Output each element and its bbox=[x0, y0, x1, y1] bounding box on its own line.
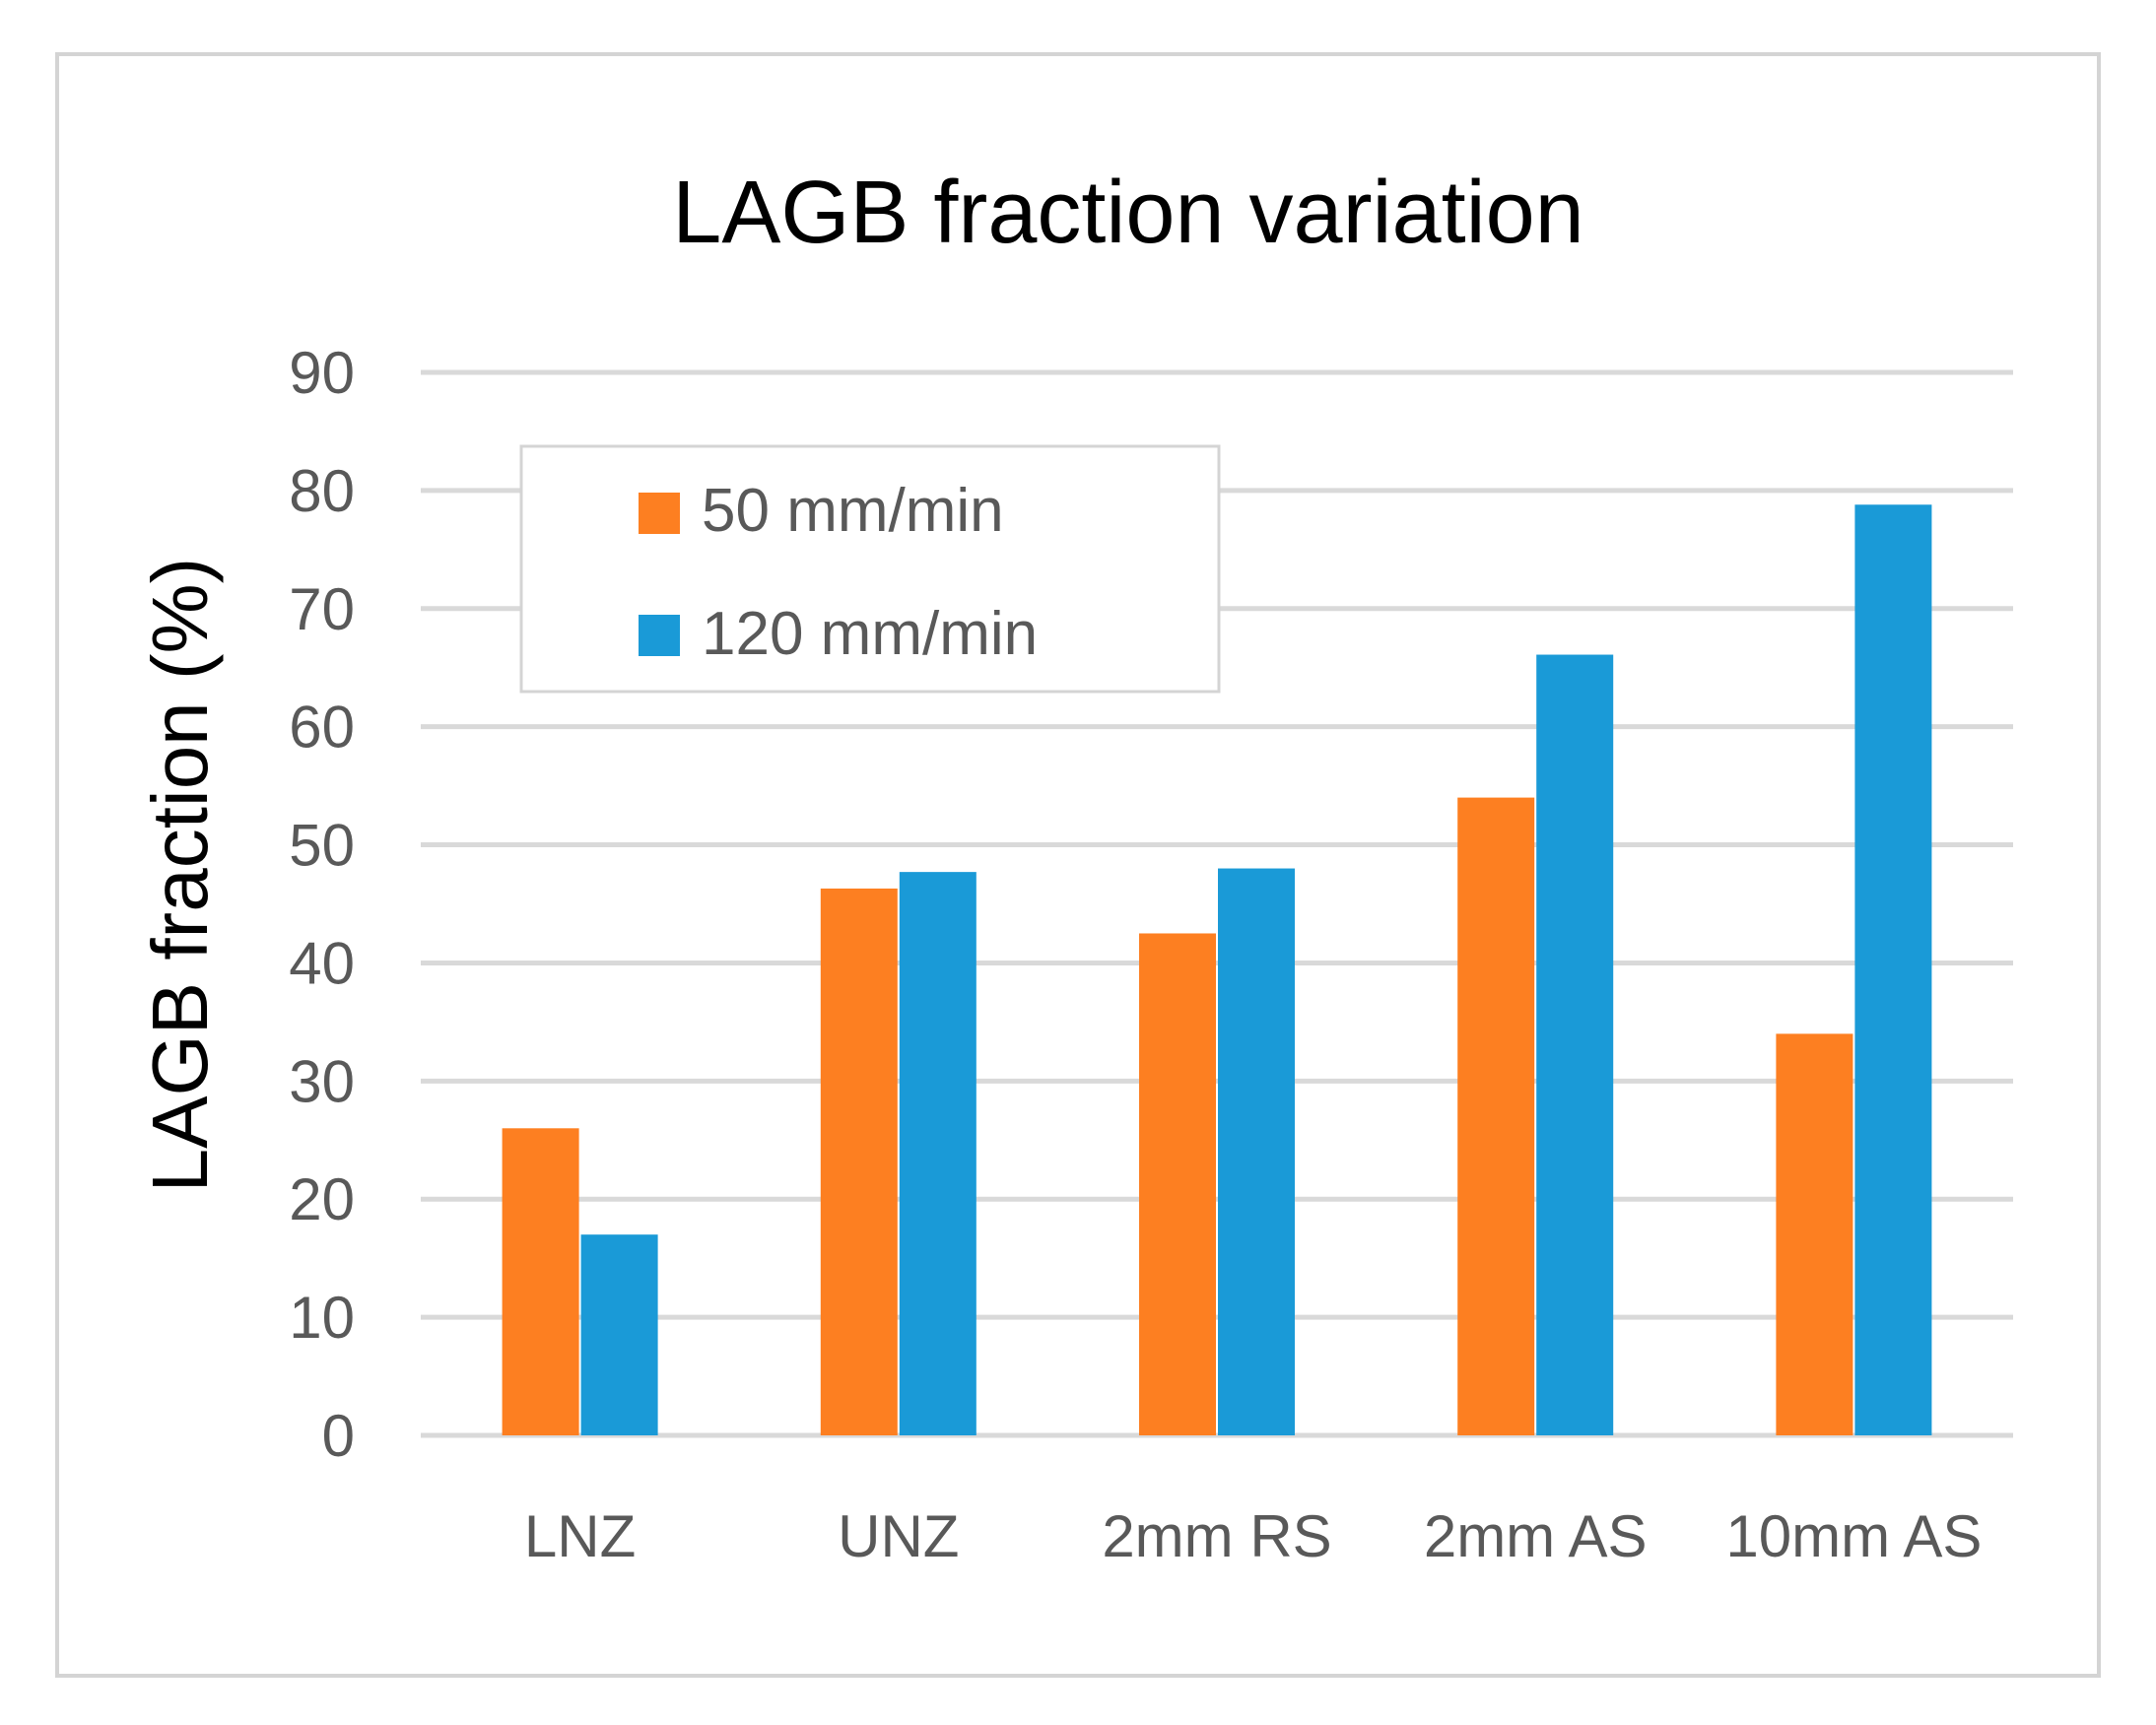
legend-box bbox=[519, 444, 1221, 694]
bar-50mm bbox=[820, 888, 898, 1435]
legend: 50 mm/min 120 mm/min bbox=[519, 444, 1221, 694]
chart-frame bbox=[55, 52, 2101, 1678]
category-label: 10mm AS bbox=[1725, 1503, 1982, 1569]
bar-50mm bbox=[1776, 1033, 1853, 1435]
bar-120mm bbox=[1854, 504, 1932, 1435]
category-label: UNZ bbox=[838, 1503, 959, 1569]
bar-50mm bbox=[1457, 797, 1535, 1435]
y-tick-label: 60 bbox=[289, 695, 355, 761]
y-tick-label: 10 bbox=[289, 1285, 355, 1351]
bars bbox=[502, 504, 1932, 1435]
y-tick-label: 30 bbox=[289, 1048, 355, 1114]
legend-swatch-50mm bbox=[639, 493, 680, 534]
y-tick-label: 0 bbox=[322, 1403, 355, 1469]
y-axis-label: LAGB fraction (%) bbox=[136, 558, 224, 1193]
bar-50mm bbox=[1139, 933, 1216, 1435]
category-label: 2mm RS bbox=[1102, 1503, 1331, 1569]
bar-120mm bbox=[899, 872, 977, 1435]
y-tick-label: 50 bbox=[289, 813, 355, 879]
bar-120mm bbox=[580, 1234, 658, 1435]
category-label: 2mm AS bbox=[1424, 1503, 1648, 1569]
legend-swatch-120mm bbox=[639, 615, 680, 656]
y-tick-label: 40 bbox=[289, 930, 355, 996]
bar-120mm bbox=[1218, 868, 1295, 1435]
legend-label-50mm: 50 mm/min bbox=[702, 477, 1004, 545]
legend-label-120mm: 120 mm/min bbox=[702, 600, 1038, 668]
bar-120mm bbox=[1536, 654, 1614, 1435]
y-tick-label: 20 bbox=[289, 1166, 355, 1232]
y-tick-label: 90 bbox=[289, 340, 355, 406]
y-tick-labels: 0 10 20 30 40 50 60 70 80 90 bbox=[289, 340, 355, 1469]
y-tick-label: 80 bbox=[289, 458, 355, 524]
category-labels: LNZ UNZ 2mm RS 2mm AS 10mm AS bbox=[524, 1503, 1983, 1569]
y-tick-label: 70 bbox=[289, 576, 355, 642]
category-label: LNZ bbox=[524, 1503, 636, 1569]
chart-title: LAGB fraction variation bbox=[672, 164, 1583, 262]
bar-50mm bbox=[502, 1128, 579, 1435]
